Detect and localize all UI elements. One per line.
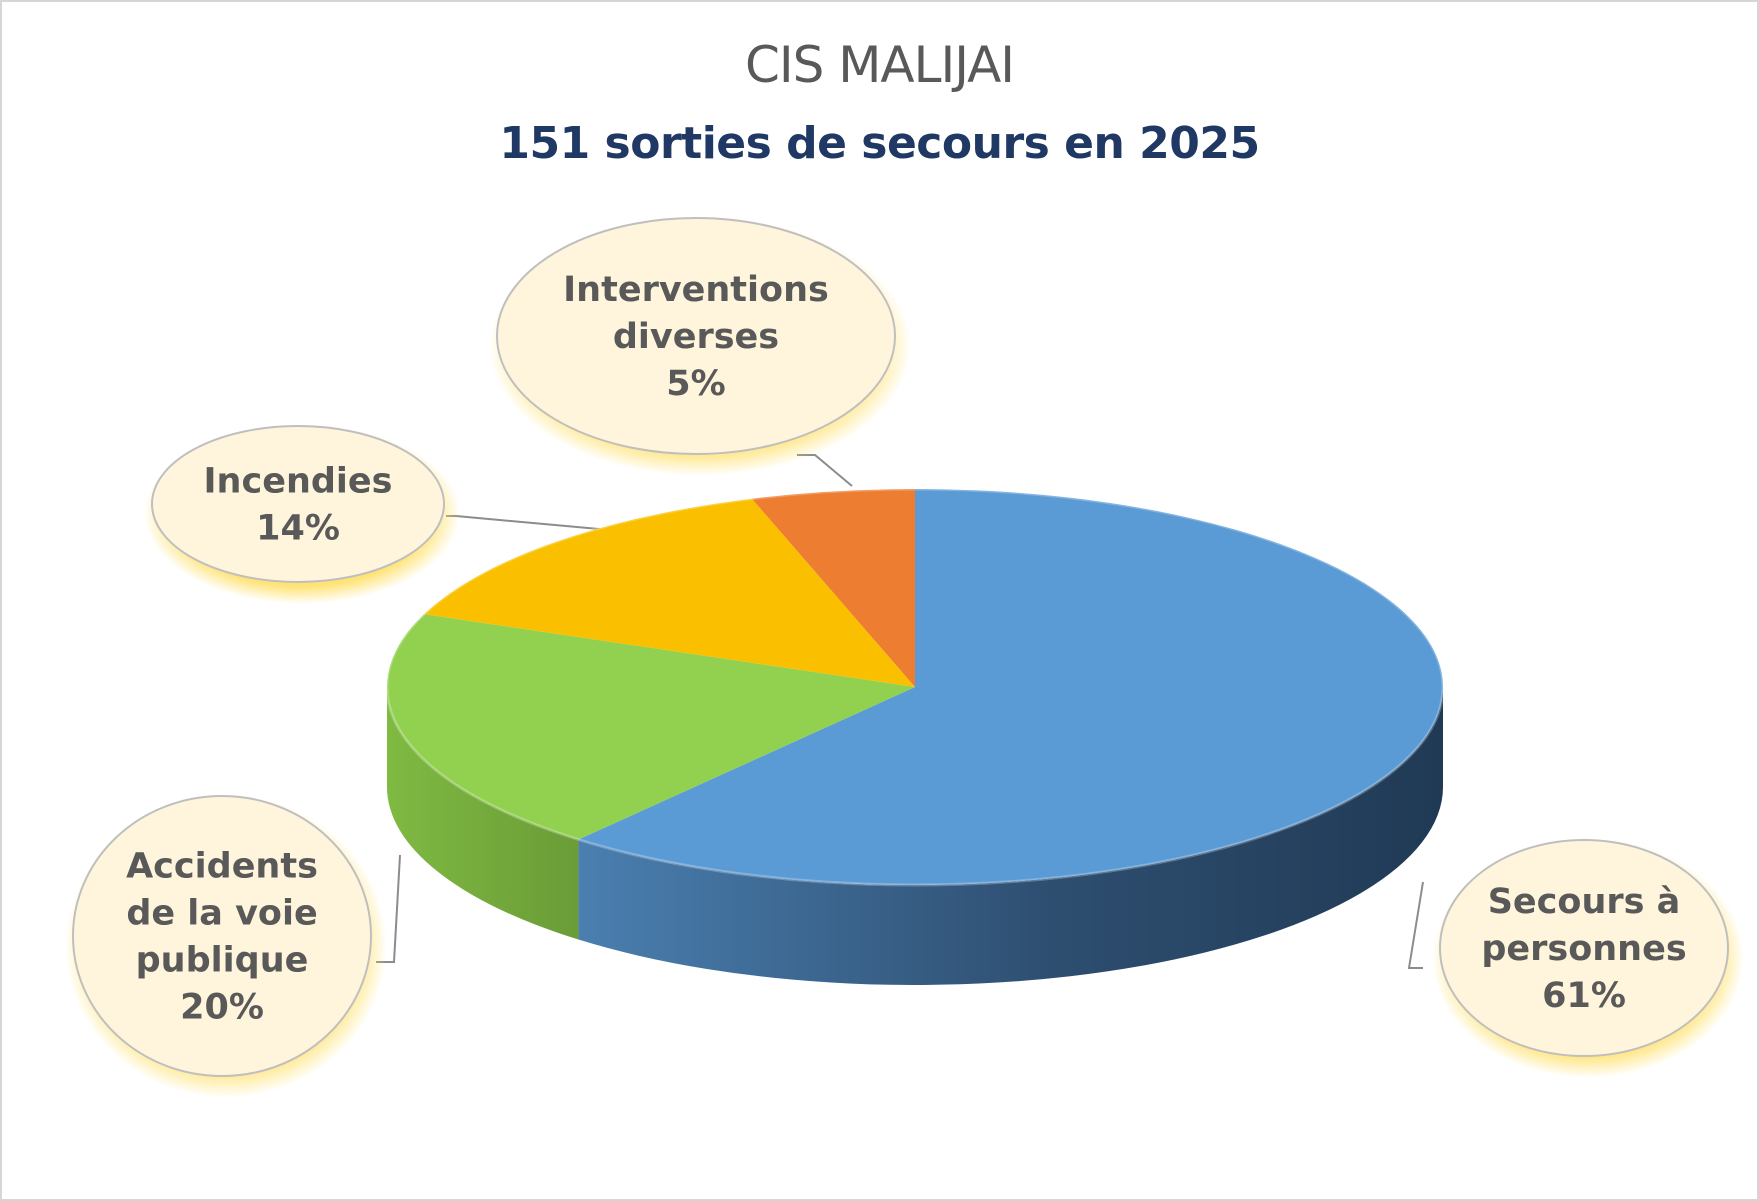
pie-slice: [578, 489, 1443, 885]
callout-bubble: [1439, 839, 1729, 1057]
callout-bubble: [72, 795, 372, 1077]
callout-leader-line: [797, 454, 853, 487]
slice-label: de la voie: [126, 894, 317, 934]
callout-leader-line: [446, 515, 611, 531]
callout-bubble: [151, 425, 445, 583]
callout-leader-line: [1407, 881, 1424, 969]
pie-side-wall: [387, 687, 579, 940]
slice-label: personnes: [1481, 929, 1686, 969]
slice-label: Interventions: [563, 270, 829, 310]
pie-side-wall: [578, 687, 1443, 986]
slice-percent-label: 20%: [180, 988, 264, 1028]
slice-label: Incendies: [204, 462, 393, 502]
slice-percent-label: 5%: [666, 364, 725, 404]
slice-label: Accidents: [126, 847, 318, 887]
pie-rim: [385, 487, 1445, 887]
pie-slice: [386, 614, 915, 840]
slice-percent-label: 61%: [1542, 976, 1626, 1016]
pie-slice: [424, 498, 915, 687]
chart-title: CIS MALIJAI: [744, 36, 1015, 94]
slice-label: Secours à: [1488, 882, 1681, 922]
callout-bubble: [496, 217, 896, 455]
slice-percent-label: 14%: [256, 509, 340, 549]
slice-label: diverses: [613, 317, 779, 357]
pie-slice: [751, 489, 915, 687]
chart-subtitle: 151 sorties de secours en 2025: [499, 118, 1260, 169]
slice-label: publique: [136, 941, 309, 981]
